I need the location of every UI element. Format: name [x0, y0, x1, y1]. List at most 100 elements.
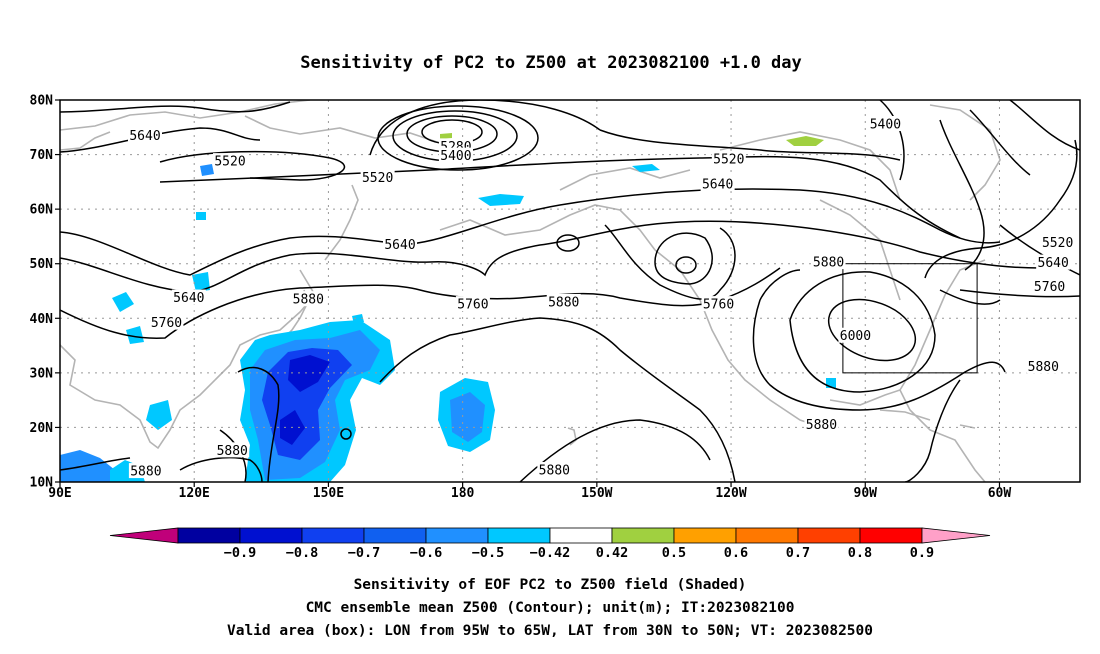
x-tick-label: 90E — [48, 486, 71, 501]
contour-label-bg — [701, 296, 736, 312]
contour-label-bg — [128, 127, 162, 143]
negative-sensitivity-area — [352, 314, 364, 324]
z500-contours — [60, 100, 1080, 482]
colorbar-label: −0.5 — [472, 545, 505, 561]
negative-sensitivity-area — [126, 326, 144, 344]
contour-label: 5880 — [813, 256, 844, 271]
negative-sensitivity-area — [146, 400, 172, 430]
y-tick-label: 20N — [30, 421, 54, 436]
map-frame — [59, 99, 1081, 483]
contour-label-bg — [838, 327, 873, 343]
colorbar: −0.9 −0.8 −0.7 −0.6 −0.5 −0.42 0.42 0.5 0.6 0.7 0.… — [109, 527, 991, 561]
negative-sensitivity-area — [60, 450, 120, 482]
contour-label-bg — [1026, 358, 1061, 374]
colorbar-segment — [363, 527, 427, 544]
contour-label-bg — [291, 291, 326, 307]
contour-label: 5640 — [384, 238, 415, 253]
caption-line-3: Valid area (box): LON from 95W to 65W, L… — [227, 623, 873, 639]
colorbar-segment — [735, 527, 799, 544]
x-tick-label: 120W — [715, 486, 746, 501]
y-tick-label: 10N — [30, 476, 54, 491]
contour-label: 5760 — [1034, 280, 1065, 295]
colorbar-segment — [797, 527, 861, 544]
contour-label: 5520 — [1042, 236, 1073, 251]
contour-label-bg — [546, 293, 581, 309]
contour-label-bg — [537, 461, 572, 477]
y-tick-label: 60N — [30, 203, 54, 218]
negative-sensitivity-area — [112, 292, 134, 312]
caption-line-1: Sensitivity of EOF PC2 to Z500 field (Sh… — [354, 577, 747, 593]
negative-sensitivity-area — [196, 212, 206, 220]
colorbar-label: −0.8 — [286, 545, 319, 561]
contour-label-bg — [149, 314, 184, 330]
contour-label: 5400 — [440, 149, 471, 164]
colorbar-segment — [673, 527, 737, 544]
colorbar-label: −0.42 — [530, 545, 571, 561]
colorbar-label: −0.6 — [410, 545, 443, 561]
x-tick-label: 90W — [854, 486, 878, 501]
x-tick-label: 150E — [313, 486, 344, 501]
colorbar-low-triangle — [109, 527, 179, 544]
positive-sensitivity-area — [786, 136, 824, 146]
figure-title: Sensitivity of PC2 to Z500 at 2023082100… — [300, 53, 802, 73]
contour-label: 5520 — [362, 171, 393, 186]
y-tick-label: 70N — [30, 148, 54, 163]
colorbar-label: 0.9 — [910, 545, 934, 561]
positive-sensitivity-area — [440, 133, 452, 139]
contour-label: 5880 — [806, 418, 837, 433]
contour-label-bg — [1036, 254, 1071, 270]
colorbar-label: −0.7 — [348, 545, 381, 561]
x-tick-label: 150W — [581, 486, 612, 501]
contour-label: 5880 — [130, 465, 161, 480]
colorbar-segment — [859, 527, 923, 544]
colorbar-segment — [425, 527, 489, 544]
contour-label: 5880 — [548, 295, 579, 310]
sensitivity-shading — [60, 133, 836, 482]
negative-sensitivity-area — [632, 164, 660, 172]
colorbar-segment — [487, 527, 551, 544]
y-tick-label: 80N — [30, 94, 54, 109]
colorbar-segment — [549, 527, 613, 544]
contour-label-bg — [438, 147, 473, 163]
contour-label-bg — [700, 176, 735, 192]
negative-sensitivity-area — [478, 194, 524, 206]
contour-label-bg — [128, 463, 163, 479]
colorbar-segment — [177, 527, 241, 544]
colorbar-segment — [611, 527, 675, 544]
contour-label: 5640 — [1038, 256, 1069, 271]
contour-label-bg — [360, 169, 395, 185]
contour-label-bg — [811, 254, 846, 270]
contour-label: 5760 — [151, 316, 182, 331]
contour-label-bg — [383, 236, 417, 252]
contour-label: 5760 — [703, 298, 734, 313]
contour-label: 5640 — [702, 178, 733, 193]
contour-label-bg — [455, 296, 490, 312]
x-tick-label: 180 — [451, 486, 475, 501]
contour-label-bg — [1040, 234, 1075, 250]
negative-sensitivity-core — [450, 392, 485, 442]
colorbar-high-triangle — [921, 527, 991, 544]
valid-area-box — [842, 263, 978, 374]
colorbar-segment — [239, 527, 303, 544]
contour-label: 5400 — [870, 118, 901, 133]
contour-label: 5520 — [214, 155, 245, 170]
y-tick-label: 30N — [30, 366, 54, 381]
x-tick-label: 60W — [988, 486, 1012, 501]
contour-label: 5880 — [293, 293, 324, 308]
colorbar-label: 0.7 — [786, 545, 810, 561]
colorbar-label: 0.8 — [848, 545, 872, 561]
contour-label: 5640 — [173, 291, 204, 306]
contour-label-bg — [213, 153, 247, 169]
negative-sensitivity-core — [288, 355, 330, 392]
contour-label: 5760 — [457, 298, 488, 313]
negative-sensitivity-area — [192, 272, 210, 292]
contour-label-bg — [1032, 278, 1067, 294]
colorbar-label: 0.6 — [724, 545, 748, 561]
contour-label: 5880 — [217, 444, 248, 459]
caption-line-2: CMC ensemble mean Z500 (Contour); unit(m… — [306, 600, 795, 616]
contour-label-bg — [804, 416, 839, 432]
contour-label: 5880 — [539, 463, 570, 478]
